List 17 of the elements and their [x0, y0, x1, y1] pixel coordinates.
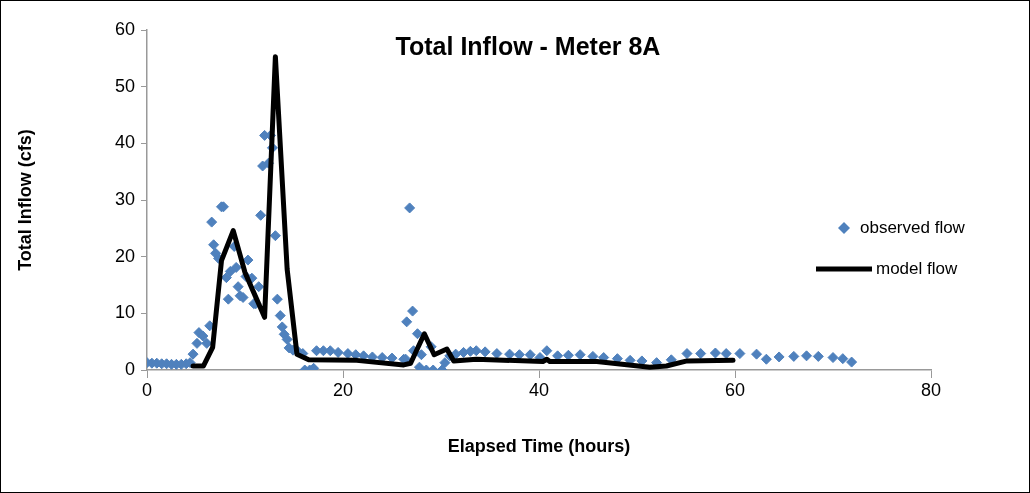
- y-tick-label: 20: [114, 245, 135, 266]
- x-tick-label: 60: [724, 379, 746, 400]
- y-tick-label: 10: [114, 302, 135, 323]
- x-tick-label: 0: [141, 379, 153, 400]
- y-axis-title: Total Inflow (cfs): [14, 129, 35, 271]
- x-axis-title: Elapsed Time (hours): [447, 436, 631, 457]
- legend-label: model flow: [876, 258, 958, 278]
- y-tick-label: 50: [114, 75, 135, 96]
- legend-label: observed flow: [860, 217, 966, 237]
- y-tick-label: 60: [114, 18, 135, 39]
- x-tick-label: 40: [528, 379, 550, 400]
- x-tick-label: 20: [332, 379, 354, 400]
- y-tick-label: 40: [114, 132, 135, 153]
- y-tick-label: 0: [124, 358, 135, 379]
- x-tick-label: 80: [920, 379, 942, 400]
- y-tick-label: 30: [114, 188, 135, 209]
- chart-title: Total Inflow - Meter 8A: [395, 31, 661, 60]
